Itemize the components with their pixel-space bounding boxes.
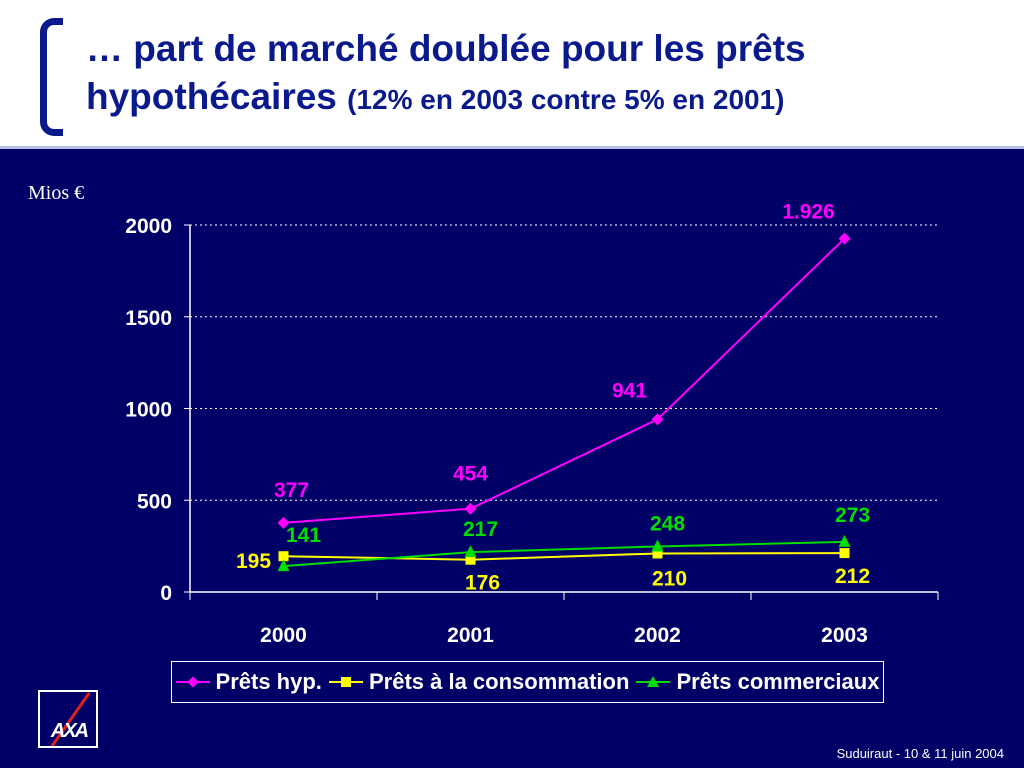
y-tick-label: 1000 — [125, 399, 172, 422]
x-tick-label: 2003 — [821, 624, 868, 647]
data-label: 210 — [652, 567, 687, 590]
slide-body: 0 500 1000 1500 2000 2000 2001 2002 2003 377 454 94… — [0, 149, 1024, 768]
slide-header: … part de marché doublée pour les prêts … — [0, 0, 1024, 146]
data-label: 273 — [835, 504, 870, 527]
data-point-diamond — [838, 232, 851, 245]
x-tick-label: 2001 — [447, 624, 494, 647]
data-label: 248 — [650, 512, 685, 535]
series-line — [283, 540, 845, 568]
legend-item-consommation: Prêts à la consommation — [328, 669, 630, 695]
slide-title-line1: … part de marché doublée pour les prêts — [86, 28, 806, 69]
data-label: 176 — [465, 572, 500, 595]
data-point-square — [465, 554, 476, 565]
data-label: 1.926 — [782, 201, 835, 224]
slide-title-line2: hypothécaires (12% en 2003 contre 5% en … — [86, 76, 785, 118]
x-tick-label: 2002 — [634, 624, 681, 647]
header-divider — [0, 146, 1024, 149]
chart-legend: Prêts hyp. Prêts à la consommation Prêts… — [171, 661, 884, 703]
data-point-triangle — [277, 559, 290, 572]
series-line — [283, 552, 845, 561]
data-label: 141 — [286, 524, 321, 547]
footer-text: Suduiraut - 10 & 11 juin 2004 — [836, 746, 1004, 761]
x-tick-label: 2000 — [260, 624, 307, 647]
data-label: 195 — [236, 550, 271, 573]
slide-title-sub: (12% en 2003 contre 5% en 2001) — [347, 84, 785, 115]
data-label: 941 — [612, 379, 647, 402]
data-label: 377 — [274, 479, 309, 502]
legend-diamond-marker — [175, 675, 210, 689]
legend-square-marker — [328, 675, 363, 689]
data-point-triangle — [651, 539, 664, 552]
slide-title-main: hypothécaires — [86, 76, 337, 117]
legend-item-hyp: Prêts hyp. — [175, 669, 322, 695]
y-tick-label: 1500 — [125, 307, 172, 330]
data-point-square — [652, 548, 663, 559]
y-tick-label: 2000 — [125, 215, 172, 238]
logo-text: AXA — [50, 720, 89, 742]
title-bracket — [40, 18, 63, 136]
legend-label-hyp: Prêts hyp. — [215, 669, 322, 694]
data-point-square — [278, 551, 289, 562]
data-label: 217 — [463, 518, 498, 541]
y-tick-label: 0 — [160, 582, 172, 605]
data-label: 212 — [835, 565, 870, 588]
axa-logo: AXA — [38, 690, 98, 748]
data-point-triangle — [464, 545, 477, 558]
legend-label-consommation: Prêts à la consommation — [368, 669, 630, 694]
series-line — [283, 237, 846, 524]
data-point-square — [839, 548, 850, 559]
line-chart: 0 500 1000 1500 2000 2000 2001 2002 2003 377 454 94… — [125, 201, 939, 647]
legend-label-commerciaux: Prêts commerciaux — [676, 669, 880, 694]
y-axis-unit-label: Mios € — [28, 182, 85, 204]
legend-triangle-marker — [636, 675, 671, 689]
data-point-diamond — [651, 413, 664, 426]
data-point-diamond — [464, 502, 477, 515]
data-point-diamond — [277, 516, 290, 529]
legend-item-commerciaux: Prêts commerciaux — [636, 669, 879, 695]
y-tick-label: 500 — [137, 490, 172, 513]
data-point-triangle — [838, 534, 851, 547]
data-label: 454 — [453, 463, 488, 486]
